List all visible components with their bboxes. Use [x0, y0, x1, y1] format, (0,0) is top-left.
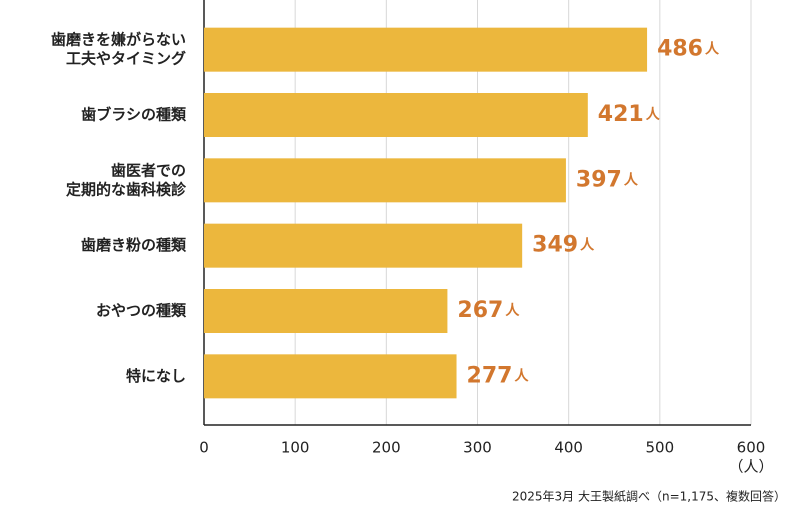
bar [204, 223, 523, 268]
value-number: 349 [532, 233, 578, 258]
value-label: 421 人 [598, 102, 661, 127]
category-label: 歯医者での [111, 161, 186, 179]
value-number: 267 [457, 298, 503, 323]
category-label: 歯ブラシの種類 [81, 106, 187, 124]
category-label: おやつの種類 [96, 302, 187, 320]
x-tick-label: 200 [372, 439, 401, 457]
value-number: 486 [657, 37, 703, 62]
x-tick-label: 500 [646, 439, 675, 457]
value-unit: 人 [514, 367, 529, 384]
bar [204, 158, 566, 203]
x-tick-label: 400 [554, 439, 583, 457]
value-number: 421 [598, 102, 644, 127]
x-tick-label: 600 [737, 439, 766, 457]
x-tick-label: 100 [281, 439, 310, 457]
value-unit: 人 [580, 237, 595, 254]
bar [204, 93, 588, 137]
value-label: 349 人 [532, 233, 595, 258]
category-label: 歯磨き粉の種類 [81, 236, 187, 254]
bar [204, 27, 648, 72]
value-unit: 人 [505, 302, 520, 319]
value-unit: 人 [646, 106, 661, 123]
value-number: 277 [467, 363, 513, 388]
value-label: 267 人 [457, 298, 520, 323]
value-label: 486 人 [657, 37, 720, 62]
x-tick-label: 300 [463, 439, 492, 457]
category-label: 特になし [126, 367, 186, 385]
category-label: 歯磨きを嫌がらない [51, 31, 186, 49]
category-label: 工夫やタイミング [66, 50, 186, 68]
value-unit: 人 [624, 171, 639, 188]
bar [204, 289, 448, 333]
value-unit: 人 [705, 41, 720, 58]
bar [204, 354, 457, 399]
category-label: 定期的な歯科検診 [66, 180, 187, 198]
footnote: 2025年3月 大王製紙調べ（n=1,175、複数回答） [512, 489, 786, 504]
value-label: 397 人 [576, 167, 639, 192]
value-number: 397 [576, 167, 622, 192]
x-axis-label: （人） [728, 458, 773, 476]
value-label: 277 人 [467, 363, 530, 388]
x-tick-label: 0 [199, 439, 209, 457]
